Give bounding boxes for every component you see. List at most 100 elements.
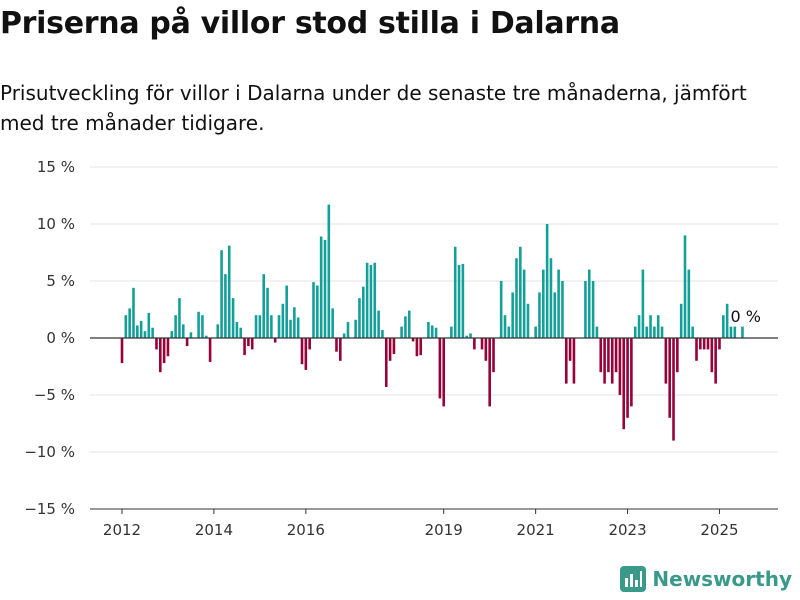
bar [151, 327, 154, 338]
bar [277, 315, 281, 338]
y-tick-label: 0 % [46, 329, 75, 347]
bar [407, 310, 411, 338]
bar [270, 315, 273, 338]
bar [128, 308, 131, 338]
y-tick-label: 5 % [46, 272, 75, 290]
bar [185, 338, 189, 346]
bar [733, 326, 737, 338]
bar [450, 326, 453, 338]
y-tick-label: 10 % [37, 215, 75, 233]
bar [461, 263, 465, 338]
bar [557, 269, 560, 338]
bar [381, 330, 384, 338]
bar [538, 292, 541, 338]
bar [262, 274, 266, 338]
bar [327, 204, 331, 338]
y-tick-label: −5 % [34, 386, 75, 404]
bar [174, 315, 177, 338]
bar [542, 269, 545, 338]
bar [204, 335, 208, 338]
bar [335, 338, 338, 352]
x-tick-label: 2014 [195, 521, 233, 539]
bar [453, 246, 457, 338]
bar [227, 245, 231, 338]
bar [216, 324, 220, 338]
bar [132, 287, 135, 338]
bar [231, 298, 235, 338]
bar [400, 326, 403, 338]
bar [404, 316, 407, 338]
x-tick-label: 2023 [608, 521, 646, 539]
bar [159, 338, 162, 373]
bar [285, 285, 288, 338]
bar [676, 338, 679, 373]
bar [354, 319, 357, 338]
bar [239, 327, 243, 338]
y-tick-label: −15 % [24, 500, 75, 518]
bar [626, 338, 629, 418]
bar [660, 326, 664, 338]
bar [427, 322, 430, 338]
bar [139, 320, 143, 338]
bar [224, 274, 227, 338]
bar [304, 338, 308, 370]
y-tick-label: 15 % [37, 158, 75, 176]
bar [181, 324, 185, 338]
bar [170, 331, 174, 338]
bar [568, 338, 572, 361]
bar [442, 338, 446, 407]
bar [725, 303, 729, 338]
bar [419, 338, 423, 356]
bar-series [120, 204, 744, 441]
bar [622, 338, 626, 430]
bar [457, 265, 461, 338]
bar [316, 285, 319, 338]
bar [503, 315, 507, 338]
bar [641, 269, 645, 338]
bar [706, 338, 710, 350]
bar [599, 338, 603, 373]
bar [553, 292, 557, 338]
bar [323, 239, 327, 338]
bar [189, 332, 193, 338]
bar [507, 326, 511, 338]
bar [289, 319, 292, 338]
bar [361, 286, 365, 338]
bar [679, 303, 683, 338]
bar [411, 338, 415, 342]
bar [197, 311, 200, 338]
bar [300, 338, 304, 365]
bar [545, 224, 549, 338]
bar [120, 338, 124, 364]
latest-value-label: 0 % [730, 307, 760, 326]
bar [143, 331, 147, 338]
chart-subtitle: Prisutveckling för villor i Dalarna unde… [0, 81, 747, 135]
bar [339, 338, 342, 361]
bar [683, 235, 687, 338]
bar [614, 338, 618, 373]
bar [564, 338, 568, 384]
bar [488, 338, 491, 407]
x-tick-label: 2025 [700, 521, 738, 539]
bar [358, 298, 361, 338]
bar [691, 326, 694, 338]
bar [438, 338, 442, 399]
bar [630, 338, 633, 407]
bar [365, 262, 369, 338]
bar [392, 338, 396, 354]
bar [484, 338, 488, 361]
bar [526, 303, 530, 338]
bar [668, 338, 671, 418]
bar [331, 308, 334, 338]
bar [469, 333, 472, 338]
bar [534, 326, 537, 338]
bar [346, 322, 350, 338]
bar [729, 326, 733, 338]
bar [672, 338, 675, 441]
bar [373, 262, 377, 338]
x-tick-label: 2016 [287, 521, 325, 539]
bar [434, 327, 438, 338]
bar [415, 338, 419, 357]
bar [273, 338, 277, 343]
x-tick-label: 2012 [103, 521, 141, 539]
